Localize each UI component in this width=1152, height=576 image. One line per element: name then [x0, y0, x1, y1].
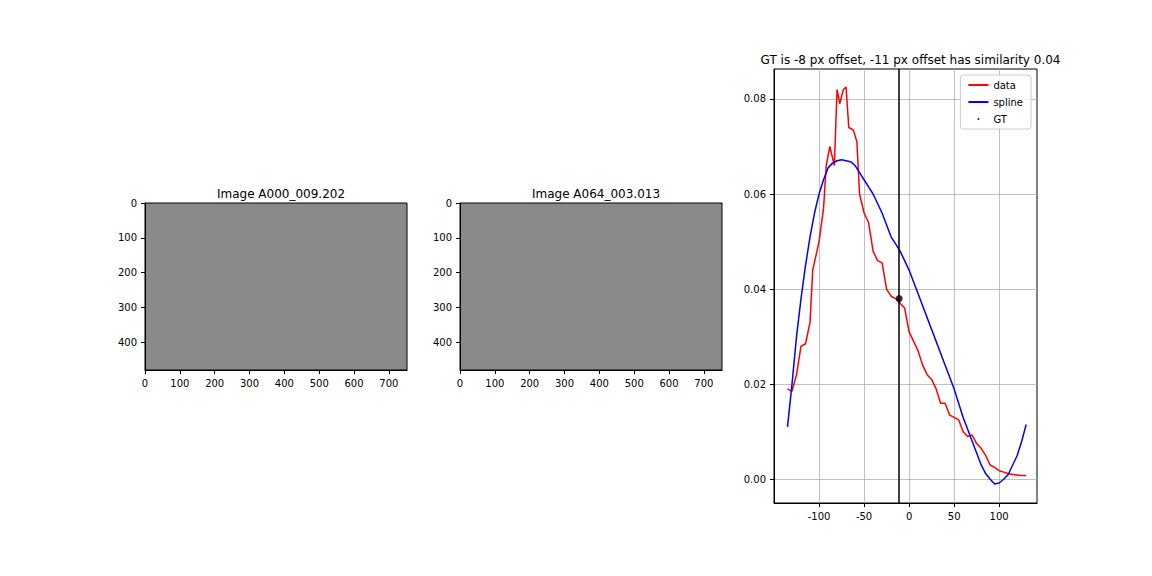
svg-text:300: 300 — [433, 302, 452, 313]
svg-text:spline: spline — [993, 97, 1023, 108]
svg-text:50: 50 — [948, 511, 961, 522]
svg-text:data: data — [993, 80, 1016, 91]
svg-text:0: 0 — [131, 198, 137, 209]
svg-text:GT: GT — [993, 114, 1007, 125]
svg-text:0.04: 0.04 — [744, 284, 766, 295]
svg-text:0.02: 0.02 — [744, 379, 766, 390]
svg-text:400: 400 — [433, 337, 452, 348]
svg-text:100: 100 — [990, 511, 1009, 522]
svg-text:400: 400 — [275, 378, 294, 389]
svg-text:0.00: 0.00 — [744, 474, 766, 485]
svg-text:0.08: 0.08 — [744, 93, 766, 104]
svg-text:0.06: 0.06 — [744, 189, 766, 200]
svg-text:-50: -50 — [856, 511, 872, 522]
svg-text:400: 400 — [118, 337, 137, 348]
svg-text:700: 700 — [694, 378, 713, 389]
svg-text:100: 100 — [118, 232, 137, 243]
svg-text:Image A000_009.202: Image A000_009.202 — [217, 187, 345, 201]
svg-text:400: 400 — [590, 378, 609, 389]
svg-text:200: 200 — [118, 267, 137, 278]
svg-text:0: 0 — [446, 198, 452, 209]
svg-text:-100: -100 — [808, 511, 831, 522]
svg-text:GT is -8 px offset, -11 px off: GT is -8 px offset, -11 px offset has si… — [761, 53, 1061, 67]
svg-text:300: 300 — [240, 378, 259, 389]
svg-text:300: 300 — [555, 378, 574, 389]
svg-text:600: 600 — [344, 378, 363, 389]
svg-text:100: 100 — [170, 378, 189, 389]
svg-text:0: 0 — [457, 378, 463, 389]
svg-text:500: 500 — [625, 378, 644, 389]
svg-text:200: 200 — [205, 378, 224, 389]
svg-text:0: 0 — [906, 511, 912, 522]
svg-text:600: 600 — [659, 378, 678, 389]
svg-text:200: 200 — [520, 378, 539, 389]
svg-text:700: 700 — [379, 378, 398, 389]
svg-text:0: 0 — [142, 378, 148, 389]
svg-text:300: 300 — [118, 302, 137, 313]
svg-text:Image A064_003.013: Image A064_003.013 — [532, 187, 660, 201]
svg-text:200: 200 — [433, 267, 452, 278]
svg-text:100: 100 — [485, 378, 504, 389]
svg-text:500: 500 — [310, 378, 329, 389]
svg-text:100: 100 — [433, 232, 452, 243]
